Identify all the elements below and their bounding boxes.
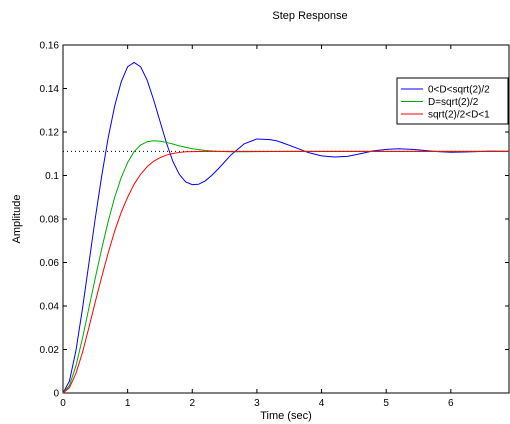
x-tick-label: 0 [60, 398, 66, 409]
series-line-3 [62, 150, 509, 394]
y-tick-label: 0.14 [40, 84, 60, 95]
y-tick-label: 0.04 [40, 302, 60, 313]
x-axis-ticks: 0 1 2 3 4 5 6 [60, 45, 454, 409]
legend: 0<D<sqrt(2)/2D=sqrt(2)/2 sqrt(2)/2<D<1 [396, 77, 509, 125]
y-axis-ticks: 0 0.02 0.04 0.06 0.08 0.1 0.12 0.14 0.16 [40, 41, 509, 400]
x-tick-label: 2 [189, 398, 195, 409]
x-tick-label: 5 [383, 398, 389, 409]
y-axis-label: Amplitude [11, 195, 23, 244]
legend-label-3: sqrt(2)/2<D<1 [428, 110, 490, 121]
y-tick-label: 0 [53, 389, 59, 400]
y-tick-label: 0.16 [40, 41, 60, 52]
series-line-1 [62, 61, 510, 394]
legend-label-1: 0<D<sqrt(2)/2 [428, 85, 490, 96]
x-axis-label: Time (sec) [260, 410, 312, 422]
y-tick-label: 0.12 [40, 128, 60, 139]
legend-label-2: D=sqrt(2)/2 [428, 97, 479, 108]
x-tick-label: 6 [448, 398, 454, 409]
y-tick-label: 0.06 [40, 258, 60, 269]
y-tick-label: 0.02 [40, 345, 60, 356]
series-lines [62, 61, 510, 394]
y-tick-label: 0.08 [40, 215, 60, 226]
chart-title: Step Response [272, 10, 347, 22]
x-tick-label: 4 [319, 398, 325, 409]
y-tick-label: 0.1 [45, 171, 59, 182]
x-tick-label: 3 [254, 398, 260, 409]
x-tick-label: 1 [125, 398, 131, 409]
